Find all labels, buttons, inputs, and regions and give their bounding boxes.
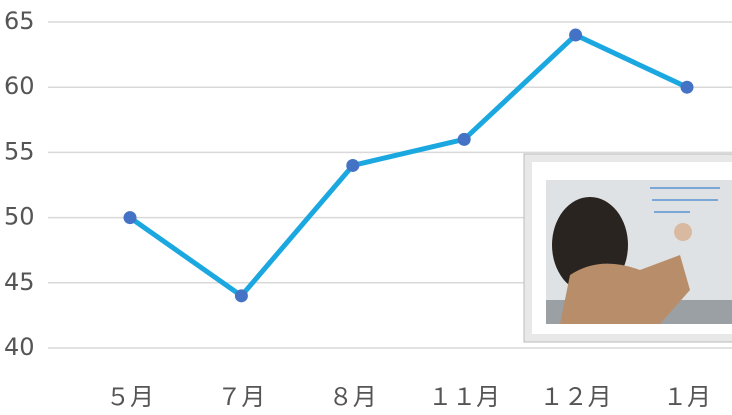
x-tick-label: ５月 [106,383,154,411]
x-tick-label: １月 [663,383,711,411]
y-tick-label: 40 [4,333,35,361]
x-tick-label: ７月 [217,383,265,411]
y-tick-label: 55 [4,137,35,165]
y-tick-label: 45 [4,268,35,296]
line [128,32,689,299]
x-tick-label: １１月 [428,383,500,411]
marker [457,132,471,146]
y-tick-label: 60 [4,72,35,100]
y-tick-label: 50 [4,203,35,231]
x-tick-label: １２月 [540,383,612,411]
photo-inset [523,153,732,343]
marker [569,28,583,42]
marker [346,158,360,172]
y-tick-label: 65 [4,7,35,35]
marker [123,211,137,225]
marker [680,80,694,94]
x-tick-label: ８月 [329,383,377,411]
plot-area: 40 45 50 55 60 65 ５月 ７月 ８月 １１月 １２月 １月 [4,7,732,411]
marker [234,289,248,303]
